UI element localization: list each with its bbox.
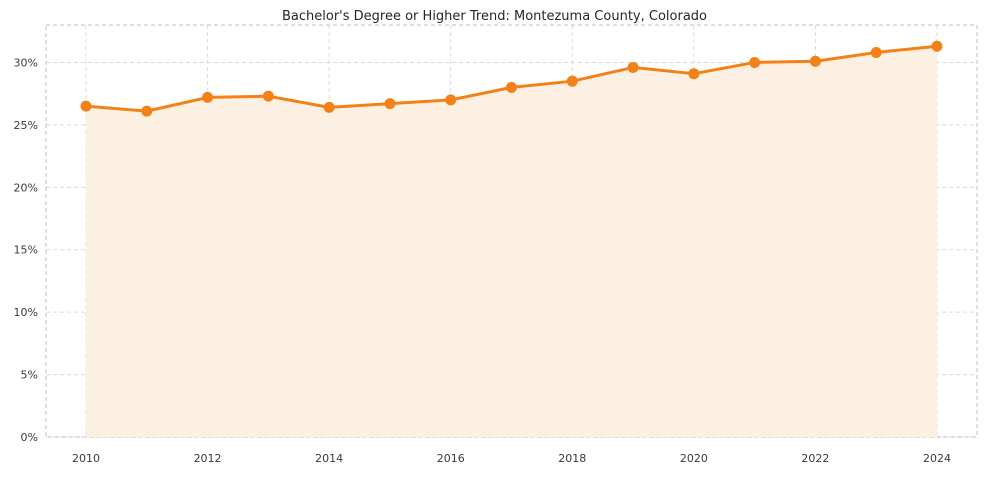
x-tick-label: 2014: [315, 452, 343, 465]
x-tick-label: 2018: [558, 452, 586, 465]
chart-title: Bachelor's Degree or Higher Trend: Monte…: [282, 9, 707, 24]
x-tick-label: 2012: [194, 452, 222, 465]
x-tick-label: 2020: [680, 452, 708, 465]
x-tick-label: 2010: [72, 452, 100, 465]
data-point-marker: [445, 94, 457, 106]
data-point-marker: [80, 100, 92, 112]
x-tick-label: 2016: [437, 452, 465, 465]
y-tick-label: 0%: [21, 431, 38, 444]
data-point-marker: [749, 56, 761, 68]
y-tick-label: 30%: [14, 56, 38, 69]
y-tick-label: 25%: [14, 119, 38, 132]
data-point-marker: [870, 46, 882, 58]
data-point-marker: [262, 90, 274, 102]
y-tick-label: 5%: [21, 369, 38, 382]
x-tick-label: 2024: [923, 452, 951, 465]
data-point-marker: [384, 98, 396, 110]
data-point-marker: [627, 61, 639, 73]
x-tick-label: 2022: [801, 452, 829, 465]
data-point-marker: [202, 91, 214, 103]
data-point-marker: [809, 55, 821, 67]
data-point-marker: [931, 40, 943, 52]
data-point-marker: [566, 75, 578, 87]
y-tick-label: 15%: [14, 244, 38, 257]
series-area-fill: [86, 46, 937, 437]
y-tick-label: 20%: [14, 181, 38, 194]
data-point-marker: [323, 101, 335, 113]
data-point-marker: [506, 81, 517, 93]
data-point-marker: [688, 68, 700, 80]
data-point-marker: [141, 105, 153, 117]
y-tick-label: 10%: [14, 306, 38, 319]
